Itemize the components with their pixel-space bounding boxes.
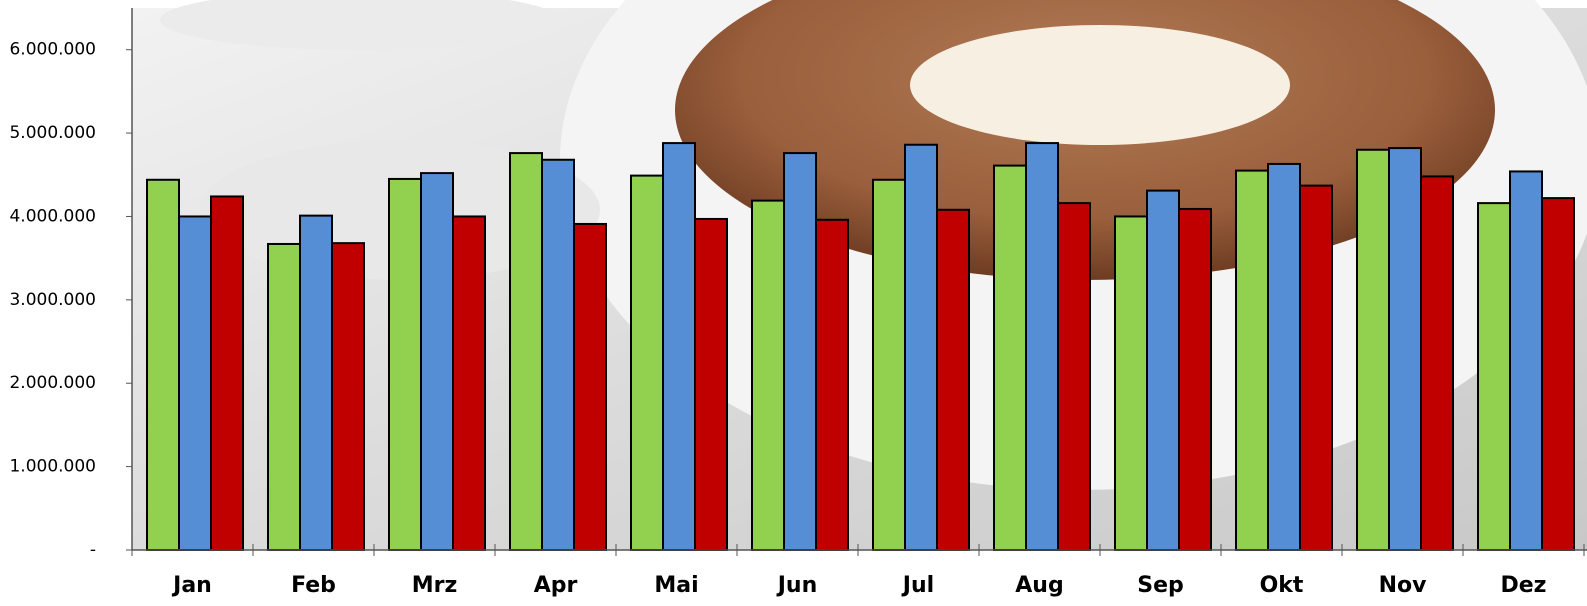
bar: [1115, 216, 1147, 550]
y-tick-label: 2.000.000: [9, 373, 96, 393]
bar: [1478, 203, 1510, 550]
bar: [1058, 203, 1090, 550]
x-tick-label: Aug: [1015, 573, 1063, 598]
bar: [631, 176, 663, 550]
bar: [1236, 171, 1268, 550]
bar: [1179, 209, 1211, 550]
bar: [1357, 150, 1389, 550]
y-tick-label: 3.000.000: [9, 290, 96, 310]
x-tick-label: Mai: [654, 573, 698, 598]
bar: [994, 166, 1026, 550]
y-tick-label: 1.000.000: [9, 457, 96, 477]
x-tick-label: Nov: [1379, 573, 1428, 598]
bar: [1268, 164, 1300, 550]
bar: [1389, 148, 1421, 550]
y-tick-label: 5.000.000: [9, 123, 96, 143]
bar: [542, 160, 574, 550]
bar: [574, 224, 606, 550]
bar: [1147, 191, 1179, 550]
y-tick-label: 4.000.000: [9, 206, 96, 226]
bar: [179, 216, 211, 550]
bar: [873, 180, 905, 550]
bar: [663, 143, 695, 550]
x-tick-label: Mrz: [412, 573, 458, 598]
bar: [211, 196, 243, 550]
x-tick-label: Feb: [291, 573, 336, 598]
x-tick-label: Jul: [901, 573, 934, 598]
bar: [421, 173, 453, 550]
x-tick-label: Sep: [1137, 573, 1184, 598]
y-tick-label: 6.000.000: [9, 40, 96, 60]
bar: [695, 219, 727, 550]
bar: [784, 153, 816, 550]
bar: [147, 180, 179, 550]
bar: [937, 210, 969, 550]
y-tick-label: -: [90, 540, 96, 560]
x-tick-label: Okt: [1260, 573, 1304, 598]
bar: [332, 243, 364, 550]
bar: [510, 153, 542, 550]
bar: [1510, 171, 1542, 550]
bar: [1300, 186, 1332, 550]
bar: [1542, 198, 1574, 550]
chart: Jan Feb Mrz Apr Mai Jun Jul Aug Sep Okt Nov Dez - 1.0…: [0, 0, 1587, 606]
bar: [905, 145, 937, 550]
x-tick-label: Apr: [534, 573, 578, 598]
bar: [816, 220, 848, 550]
bar: [1026, 143, 1058, 550]
bar: [389, 179, 421, 550]
bar: [268, 244, 300, 550]
bar: [453, 216, 485, 550]
x-tick-label: Dez: [1501, 573, 1547, 598]
bar: [1421, 176, 1453, 550]
bar: [300, 216, 332, 550]
bar: [752, 201, 784, 550]
x-tick-label: Jan: [171, 573, 212, 598]
x-tick-label: Jun: [776, 573, 818, 598]
